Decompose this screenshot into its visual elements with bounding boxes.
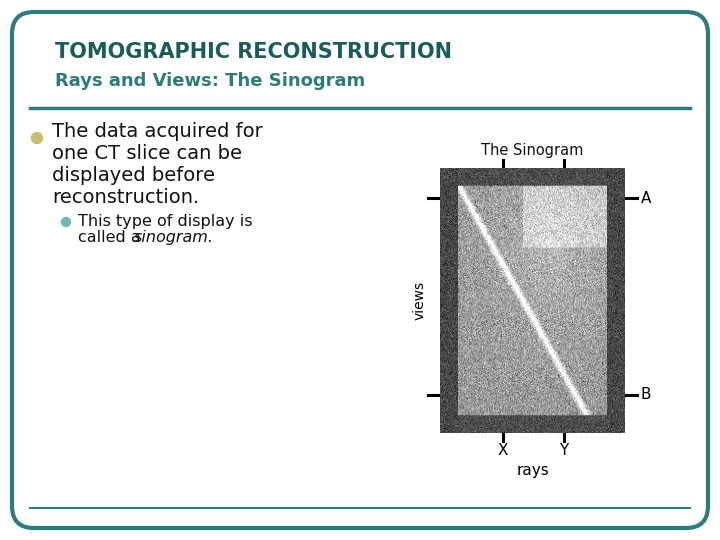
Text: rays: rays	[516, 463, 549, 478]
Text: reconstruction.: reconstruction.	[52, 188, 199, 207]
Text: displayed before: displayed before	[52, 166, 215, 185]
Text: sinogram.: sinogram.	[134, 230, 214, 245]
Text: one CT slice can be: one CT slice can be	[52, 144, 242, 163]
Text: Y: Y	[559, 443, 569, 458]
Text: views: views	[413, 281, 427, 320]
Text: A: A	[641, 191, 652, 206]
Text: This type of display is: This type of display is	[78, 214, 253, 229]
Text: The data acquired for: The data acquired for	[52, 122, 263, 141]
Circle shape	[32, 132, 42, 144]
Text: The Sinogram: The Sinogram	[481, 143, 584, 158]
Text: Rays and Views: The Sinogram: Rays and Views: The Sinogram	[55, 72, 365, 90]
Text: called a: called a	[78, 230, 146, 245]
Text: B: B	[641, 387, 652, 402]
FancyBboxPatch shape	[12, 12, 708, 528]
Text: X: X	[498, 443, 508, 458]
Text: TOMOGRAPHIC RECONSTRUCTION: TOMOGRAPHIC RECONSTRUCTION	[55, 42, 452, 62]
Circle shape	[61, 218, 71, 226]
